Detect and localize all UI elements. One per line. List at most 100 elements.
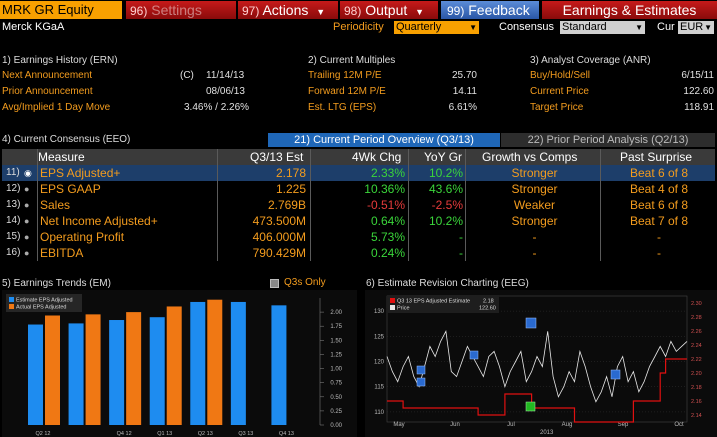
current-multiples-title[interactable]: 2) Current Multiples [308, 55, 396, 66]
legend-price-swatch [390, 305, 395, 310]
row-radio-icon[interactable]: ● [24, 200, 30, 210]
next-announcement-flag: (C) [180, 70, 194, 81]
revision-marker-icon[interactable] [469, 350, 479, 360]
growth-vs-comps-cell: - [532, 246, 537, 260]
left-y-tick-label: 125 [374, 334, 385, 340]
table-row[interactable]: 16) ● EBITDA 790.429M 0.24% - - - [2, 245, 715, 261]
revision-year-label: 2013 [540, 430, 554, 436]
yoy-growth-cell: - [459, 246, 463, 260]
revision-marker-icon[interactable] [610, 369, 621, 380]
col-past-surprise[interactable]: Past Surprise [620, 150, 693, 164]
y-tick-label: 0.25 [330, 409, 342, 415]
col-measure[interactable]: Measure [38, 150, 85, 164]
col-yoy-gr[interactable]: YoY Gr [424, 150, 463, 164]
estimate-bar[interactable] [190, 301, 206, 425]
estimate-bar[interactable] [271, 305, 287, 425]
table-divider [37, 149, 38, 261]
target-price-value: 118.91 [684, 102, 714, 113]
table-row[interactable]: 11) ◉ EPS Adjusted+ 2.178 2.33% 10.2% Stronger… [2, 165, 715, 181]
consensus-select[interactable]: Standard ▼ [560, 21, 645, 34]
row-radio-icon[interactable]: ● [24, 184, 30, 194]
ticker-field[interactable]: MRK GR Equity [0, 1, 122, 19]
consensus-table-body: 11) ◉ EPS Adjusted+ 2.178 2.33% 10.2% Stronger… [2, 165, 715, 261]
estimate-bar[interactable] [28, 324, 43, 425]
actions-button[interactable]: 97) Actions ▼ [238, 1, 338, 19]
row-radio-icon[interactable]: ● [24, 216, 30, 226]
consensus-table-header: Measure Q3/13 Est 4Wk Chg YoY Gr Growth … [2, 149, 715, 165]
feedback-button[interactable]: 99) Feedback [441, 1, 539, 19]
analyst-coverage-title[interactable]: 3) Analyst Coverage (ANR) [530, 55, 651, 66]
x-tick-label: Sep [618, 422, 629, 428]
right-y-tick-label: 2.28 [691, 315, 702, 321]
table-row[interactable]: 15) ● Operating Profit 406.000M 5.73% - - - [2, 229, 715, 245]
growth-vs-comps-cell: - [532, 230, 537, 244]
estimate-bar[interactable] [149, 317, 165, 425]
past-surprise-cell: - [657, 230, 661, 244]
feedback-label: Feedback [468, 2, 530, 18]
left-y-tick-label: 110 [374, 410, 384, 416]
y-tick-label: 0.50 [330, 395, 342, 401]
x-tick-label: Q3 13 [238, 431, 253, 437]
table-row[interactable]: 14) ● Net Income Adjusted+ 473.500M 0.64% 10.… [2, 213, 715, 229]
table-divider [217, 149, 218, 261]
col-4wk-chg[interactable]: 4Wk Chg [352, 150, 402, 164]
cur-value: EUR [680, 21, 704, 33]
growth-vs-comps-cell: Stronger [511, 182, 558, 196]
table-row[interactable]: 12) ● EPS GAAP 1.225 10.36% 43.6% Stronger Beat… [2, 181, 715, 197]
revision-marker-icon[interactable] [525, 401, 536, 412]
col-est[interactable]: Q3/13 Est [250, 150, 304, 164]
actual-bar[interactable] [126, 312, 142, 425]
row-number: 12) [6, 183, 21, 194]
periodicity-select[interactable]: Quarterly ▼ [394, 21, 479, 34]
page-title: Earnings & Estimates [542, 1, 717, 19]
tab-current-period[interactable]: 21) Current Period Overview (Q3/13) [268, 133, 500, 147]
earnings-history-title[interactable]: 1) Earnings History (ERN) [2, 55, 118, 66]
row-radio-icon[interactable]: ● [24, 232, 30, 242]
prior-announcement-date: 08/06/13 [206, 86, 245, 97]
growth-vs-comps-cell: Stronger [511, 214, 558, 228]
right-y-tick-label: 2.30 [691, 301, 702, 307]
current-price-value: 122.60 [683, 86, 714, 97]
earnings-trends-chart: 0.00 0.25 0.50 0.75 1.00 1.25 1.50 1.75 2.00 Q2 … [2, 290, 357, 437]
x-tick-label: Q4 13 [279, 431, 294, 437]
estimate-bar[interactable] [109, 320, 125, 425]
cur-select[interactable]: EUR ▼ [678, 21, 714, 34]
growth-vs-comps-cell: Stronger [511, 166, 558, 180]
estimate-bar[interactable] [230, 301, 246, 425]
forward-pe-label: Forward 12M P/E [308, 86, 386, 97]
table-divider [408, 149, 409, 261]
earnings-trends-title[interactable]: 5) Earnings Trends (EM) [2, 278, 111, 289]
estimate-revision-title[interactable]: 6) Estimate Revision Charting (EEG) [366, 278, 529, 289]
table-row[interactable]: 13) ● Sales 2.769B -0.51% -2.5% Weaker Beat 6 o… [2, 197, 715, 213]
x-tick-label: Jun [450, 422, 460, 428]
q3s-only-checkbox[interactable] [270, 279, 279, 288]
row-number: 13) [6, 199, 21, 210]
trailing-pe-label: Trailing 12M P/E [308, 70, 382, 81]
actual-bar[interactable] [207, 299, 223, 425]
estimate-cell: 473.500M [252, 214, 306, 228]
settings-button[interactable]: 96) Settings [126, 1, 236, 19]
estimate-bar[interactable] [68, 323, 84, 425]
feedback-num: 99) [447, 4, 465, 18]
trends-legend [6, 294, 82, 312]
row-radio-icon[interactable]: ◉ [24, 168, 32, 178]
periodicity-label: Periodicity [333, 21, 384, 33]
actual-bar[interactable] [45, 315, 60, 425]
revision-marker-icon[interactable] [416, 365, 426, 375]
output-button[interactable]: 98) Output ▼ [340, 1, 438, 19]
tab-prior-period[interactable]: 22) Prior Period Analysis (Q2/13) [501, 133, 715, 147]
actual-bar[interactable] [166, 306, 182, 425]
next-announcement-label: Next Announcement [2, 70, 93, 81]
right-y-tick-label: 2.26 [691, 329, 702, 335]
revision-marker-icon[interactable] [416, 377, 426, 387]
legend-actual-label: Actual EPS Adjusted [16, 305, 66, 311]
est-ltg-value: 6.61% [448, 102, 477, 113]
row-number: 11) [6, 167, 20, 178]
revision-marker-icon[interactable] [525, 317, 537, 329]
row-radio-icon[interactable]: ● [24, 248, 30, 258]
actual-bar[interactable] [85, 314, 101, 425]
x-tick-label: Jul [507, 422, 515, 428]
right-y-tick-label: 2.18 [691, 385, 702, 391]
col-growth-comps[interactable]: Growth vs Comps [482, 150, 578, 164]
current-consensus-title[interactable]: 4) Current Consensus (EEO) [2, 134, 131, 145]
